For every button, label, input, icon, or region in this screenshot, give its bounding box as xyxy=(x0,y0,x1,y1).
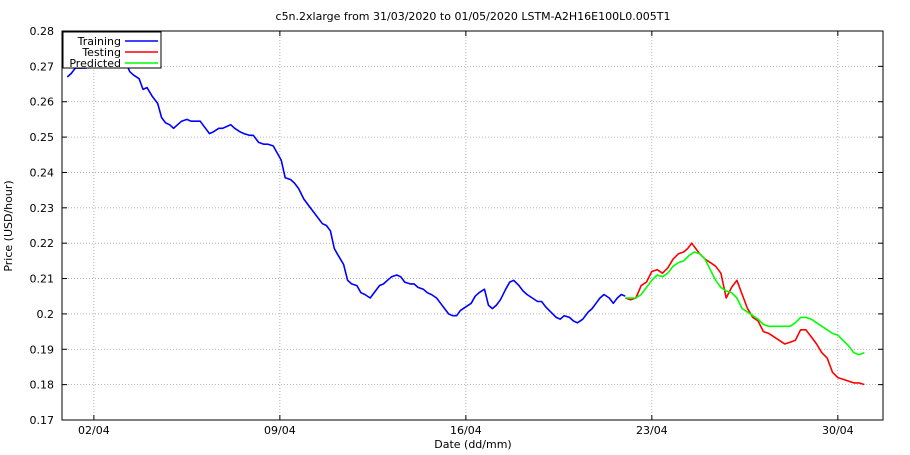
legend-label-predicted: Predicted xyxy=(69,57,121,70)
y-tick-label: 0.22 xyxy=(30,237,55,250)
y-axis-label: Price (USD/hour) xyxy=(2,180,15,271)
legend-label-training: Training xyxy=(77,35,121,48)
y-tick-label: 0.24 xyxy=(30,166,55,179)
y-tick-label: 0.21 xyxy=(30,273,55,286)
y-tick-label: 0.19 xyxy=(30,343,55,356)
grid xyxy=(62,30,883,421)
plot-frame xyxy=(61,30,884,421)
y-tick-label: 0.2 xyxy=(37,308,55,321)
y-tick-label: 0.18 xyxy=(30,379,55,392)
y-tick-label: 0.26 xyxy=(30,96,55,109)
series-line-training xyxy=(66,56,626,324)
plot-area xyxy=(66,56,865,386)
y-tick-label: 0.23 xyxy=(30,202,55,215)
y-tick-label: 0.28 xyxy=(30,25,55,38)
legend-box xyxy=(62,31,162,69)
axes: 0.17 0.18 0.19 0.2 0.21 0.22 0.23 0.24 0.25 0.26 0… xyxy=(30,25,883,437)
y-tick-label: 0.17 xyxy=(30,414,55,427)
x-axis-label: Date (dd/mm) xyxy=(434,438,511,451)
x-tick-label: 30/04 xyxy=(822,424,854,437)
x-tick-label: 16/04 xyxy=(450,424,482,437)
series-line-testing xyxy=(625,242,865,386)
y-tick-label: 0.25 xyxy=(30,131,55,144)
x-tick-label: 09/04 xyxy=(264,424,296,437)
series-line-predicted xyxy=(625,251,865,356)
y-tick-label: 0.27 xyxy=(30,60,55,73)
chart-title: c5n.2xlarge from 31/03/2020 to 01/05/202… xyxy=(276,10,671,23)
x-tick-label: 23/04 xyxy=(636,424,668,437)
x-tick-label: 02/04 xyxy=(78,424,110,437)
legend-label-testing: Testing xyxy=(81,46,121,59)
